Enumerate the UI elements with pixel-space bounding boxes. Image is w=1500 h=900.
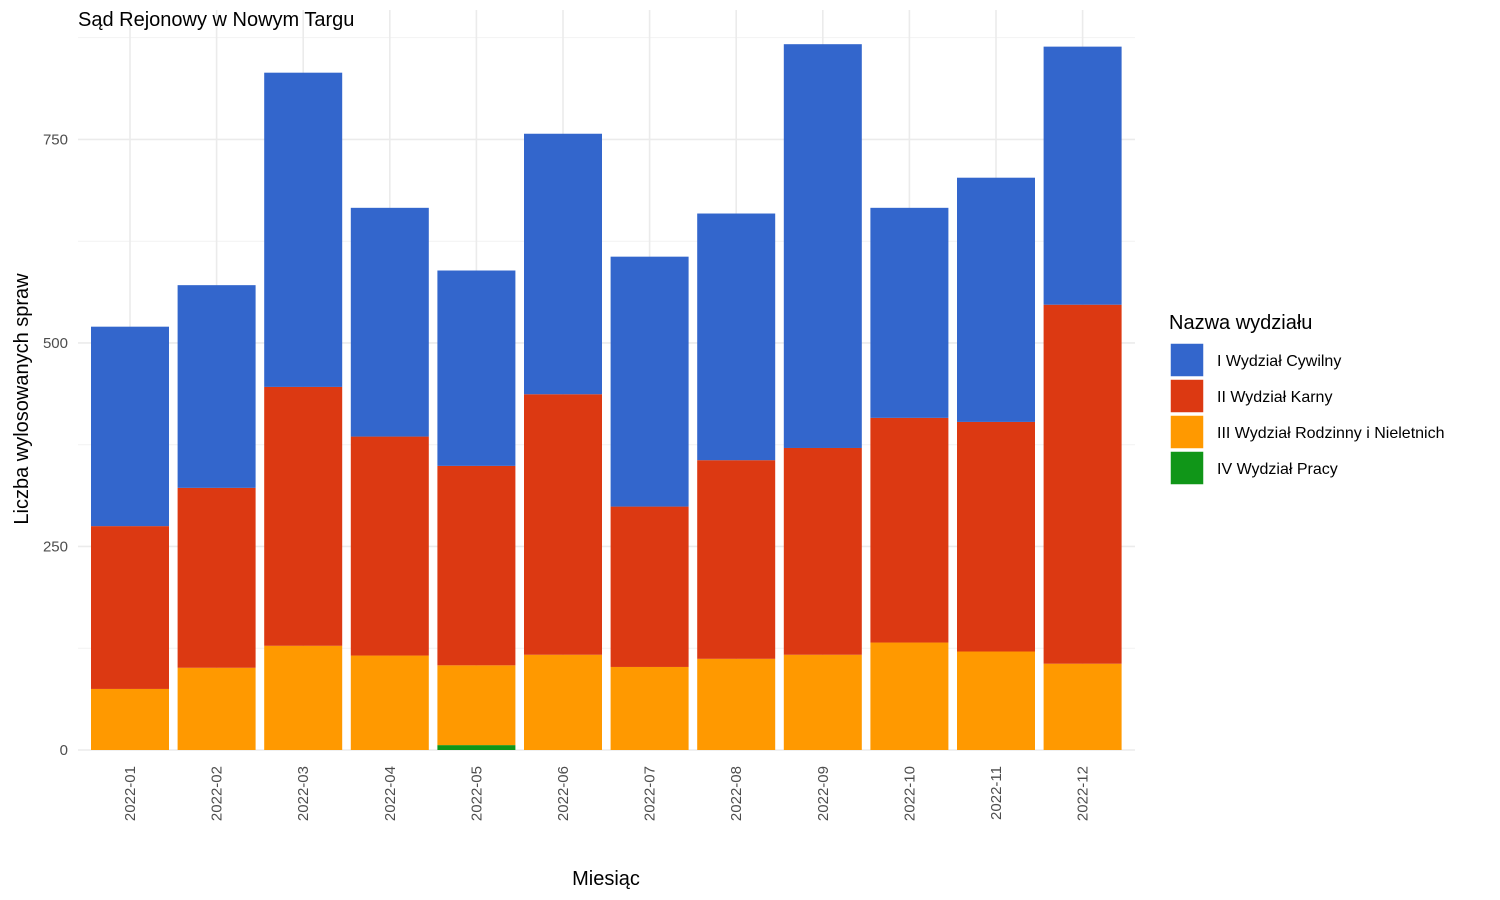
bar-segment bbox=[957, 421, 1035, 652]
bar-segment bbox=[870, 417, 949, 643]
x-axis-title: Miesiąc bbox=[572, 868, 640, 890]
bar-segment bbox=[783, 654, 862, 750]
bar-stack-2022-06 bbox=[524, 133, 602, 750]
y-tick-label: 750 bbox=[43, 131, 68, 148]
bars-layer bbox=[91, 44, 1122, 750]
bar-segment bbox=[177, 285, 256, 488]
bar-segment bbox=[870, 207, 949, 418]
bar-segment bbox=[91, 526, 169, 689]
x-tick-label: 2022-05 bbox=[468, 766, 485, 821]
axes-layer: 0 250 500 750 2022-01 2022-02 2022-03 2022-04 20… bbox=[43, 131, 1092, 821]
bar-stack-2022-08 bbox=[697, 213, 776, 750]
bar-segment bbox=[1043, 46, 1122, 305]
bar-segment bbox=[437, 465, 516, 666]
bar-segment bbox=[524, 133, 602, 395]
bar-stack-2022-07 bbox=[610, 256, 689, 750]
x-tick-label: 2022-10 bbox=[901, 766, 918, 821]
legend-label: III Wydział Rodzinny i Nieletnich bbox=[1217, 425, 1445, 442]
x-tick-label: 2022-01 bbox=[122, 766, 139, 821]
x-tick-label: 2022-12 bbox=[1075, 766, 1092, 821]
bar-segment bbox=[957, 651, 1035, 750]
legend-swatch bbox=[1169, 342, 1205, 378]
bar-segment bbox=[1043, 663, 1122, 750]
bar-stack-2022-05 bbox=[437, 270, 516, 750]
legend-item: I Wydział Cywilny bbox=[1169, 342, 1341, 378]
bar-segment bbox=[1043, 304, 1122, 664]
bar-segment bbox=[91, 326, 169, 527]
x-tick-label: 2022-04 bbox=[382, 766, 399, 821]
bar-segment bbox=[870, 642, 949, 750]
chart-title: Sąd Rejonowy w Nowym Targu bbox=[78, 9, 354, 31]
x-tick-label: 2022-08 bbox=[728, 766, 745, 821]
bar-segment bbox=[350, 436, 429, 656]
legend-title: Nazwa wydziału bbox=[1169, 312, 1312, 334]
x-tick-label: 2022-06 bbox=[555, 766, 572, 821]
legend-label: II Wydział Karny bbox=[1217, 389, 1332, 406]
x-tick-label: 2022-09 bbox=[815, 766, 832, 821]
bar-segment bbox=[524, 654, 602, 750]
bar-segment bbox=[610, 666, 689, 750]
legend-label: IV Wydział Pracy bbox=[1217, 461, 1338, 478]
y-tick-label: 500 bbox=[43, 335, 68, 352]
bar-stack-2022-11 bbox=[957, 177, 1035, 750]
legend-items: I Wydział Cywilny II Wydział Karny III Wyd… bbox=[1169, 342, 1445, 486]
bar-segment bbox=[697, 460, 776, 659]
y-tick-label: 250 bbox=[43, 538, 68, 555]
legend-item: III Wydział Rodzinny i Nieletnich bbox=[1169, 414, 1445, 450]
x-tick-label: 2022-07 bbox=[642, 766, 659, 821]
bar-segment bbox=[264, 386, 343, 646]
bar-stack-2022-10 bbox=[870, 207, 949, 750]
bar-stack-2022-12 bbox=[1043, 46, 1122, 750]
bar-stack-2022-02 bbox=[177, 285, 256, 750]
bar-segment bbox=[783, 44, 862, 448]
bar-segment bbox=[524, 394, 602, 655]
bar-segment bbox=[437, 270, 516, 466]
bar-segment bbox=[610, 506, 689, 667]
bar-segment bbox=[437, 745, 516, 750]
x-tick-label: 2022-11 bbox=[988, 766, 1005, 820]
legend-label: I Wydział Cywilny bbox=[1217, 353, 1341, 370]
bar-segment bbox=[264, 72, 343, 387]
legend-swatch bbox=[1169, 414, 1205, 450]
bar-segment bbox=[437, 665, 516, 746]
bar-segment bbox=[957, 177, 1035, 422]
bar-segment bbox=[697, 213, 776, 461]
legend-swatch bbox=[1169, 378, 1205, 414]
x-tick-label: 2022-02 bbox=[209, 766, 226, 821]
y-axis-title: Liczba wylosowanych spraw bbox=[11, 273, 33, 525]
bar-segment bbox=[350, 655, 429, 750]
bar-stack-2022-04 bbox=[350, 207, 429, 750]
bar-segment bbox=[697, 658, 776, 750]
bar-stack-2022-01 bbox=[91, 326, 169, 750]
legend-item: II Wydział Karny bbox=[1169, 378, 1332, 414]
bar-segment bbox=[783, 447, 862, 655]
bar-segment bbox=[91, 688, 169, 750]
bar-segment bbox=[350, 207, 429, 437]
bar-segment bbox=[177, 487, 256, 668]
bar-stack-2022-03 bbox=[264, 72, 343, 750]
bar-segment bbox=[177, 667, 256, 750]
x-tick-label: 2022-03 bbox=[295, 766, 312, 821]
bar-segment bbox=[610, 256, 689, 507]
legend: Nazwa wydziału I Wydział Cywilny II Wydzi… bbox=[1169, 312, 1445, 486]
y-tick-label: 0 bbox=[60, 742, 68, 759]
legend-swatch bbox=[1169, 450, 1205, 486]
bar-segment bbox=[264, 645, 343, 750]
bar-stack-2022-09 bbox=[783, 44, 862, 750]
legend-item: IV Wydział Pracy bbox=[1169, 450, 1338, 486]
